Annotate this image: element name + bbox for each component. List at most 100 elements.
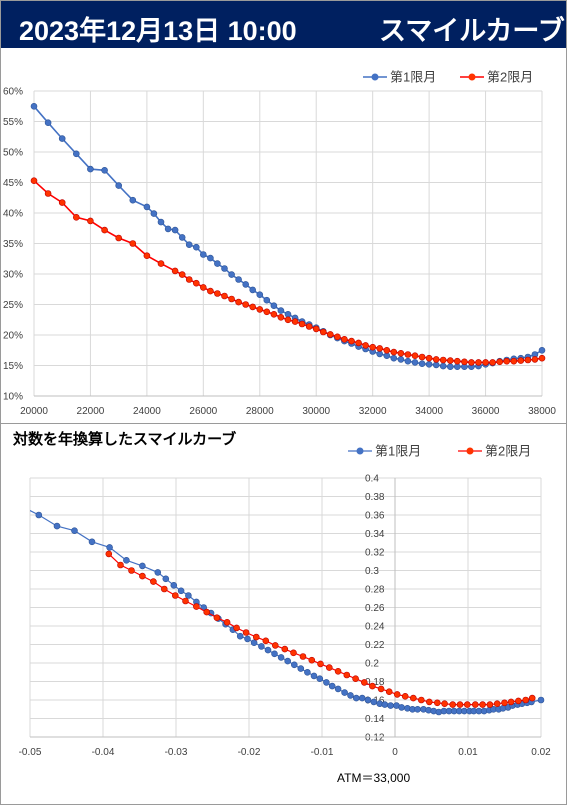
x-tick-label: 32000 xyxy=(359,406,387,417)
legend-label: 第1限月 xyxy=(390,70,436,85)
data-point xyxy=(352,675,359,682)
data-point xyxy=(439,356,447,364)
data-point xyxy=(53,522,61,530)
data-point xyxy=(418,353,426,361)
y-tick-label: 10% xyxy=(3,392,23,403)
data-point xyxy=(393,691,401,698)
page-title: スマイルカーブ xyxy=(379,16,565,46)
data-point xyxy=(249,303,256,311)
data-point xyxy=(115,234,122,242)
data-point xyxy=(538,354,546,362)
data-point xyxy=(214,260,221,267)
x-tick-label: 30000 xyxy=(302,406,330,417)
data-point xyxy=(178,271,186,278)
data-point xyxy=(312,325,320,333)
data-point xyxy=(105,550,113,558)
atm-annotation: ATM＝33,000 xyxy=(337,771,411,785)
data-point xyxy=(128,567,135,574)
data-point xyxy=(453,363,461,371)
data-point xyxy=(242,301,249,308)
data-point xyxy=(213,614,221,621)
x-tick-label: -0.04 xyxy=(92,747,115,758)
legend-label: 第2限月 xyxy=(487,70,533,85)
data-point xyxy=(383,346,391,354)
data-point xyxy=(185,276,193,283)
series-1 xyxy=(30,102,546,371)
data-point xyxy=(284,310,292,318)
data-point xyxy=(200,251,207,258)
data-point xyxy=(284,657,292,665)
legend-entry-1: 第1限月 xyxy=(363,70,436,85)
data-point xyxy=(256,306,264,313)
data-point xyxy=(390,348,398,356)
data-point xyxy=(164,225,172,233)
title-banner: 2023年12月13日 10:00 スマイルカーブ xyxy=(1,1,566,48)
panel-divider xyxy=(1,423,566,424)
y-tick-label: 0.3 xyxy=(365,566,379,577)
data-point xyxy=(409,694,417,702)
data-point xyxy=(264,646,272,654)
data-point xyxy=(334,333,341,341)
data-point xyxy=(304,669,311,676)
data-point xyxy=(449,701,457,708)
data-point xyxy=(397,356,405,363)
data-point xyxy=(507,698,515,706)
data-point xyxy=(150,210,158,217)
data-point xyxy=(171,267,179,275)
data-point xyxy=(376,345,384,352)
legend-marker xyxy=(356,447,364,455)
data-point xyxy=(143,203,151,211)
y-tick-label: 20% xyxy=(3,331,23,342)
data-point xyxy=(44,190,52,197)
data-point xyxy=(370,698,378,706)
data-point xyxy=(150,578,157,585)
data-point xyxy=(446,357,454,364)
y-tick-label: 0.18 xyxy=(365,677,385,688)
y-tick-label: 0.32 xyxy=(365,548,385,559)
x-tick-label: 0.02 xyxy=(531,747,551,758)
data-point xyxy=(528,694,536,702)
legend-marker xyxy=(371,73,379,81)
data-point xyxy=(123,557,130,564)
data-point xyxy=(537,696,545,704)
chart-strike-smile: 20000 22000 24000 26000 28000 30000 32000 34000… xyxy=(1,49,566,423)
data-point xyxy=(319,328,327,336)
data-point xyxy=(461,358,468,366)
data-point xyxy=(139,562,146,570)
data-point xyxy=(203,608,210,616)
series-2 xyxy=(30,177,546,366)
data-point xyxy=(334,685,342,693)
y-tick-label: 40% xyxy=(3,209,23,220)
date-label: 2023年12月13日 10:00 xyxy=(19,16,297,46)
data-point xyxy=(390,354,398,362)
y-tick-label: 55% xyxy=(3,117,23,128)
y-tick-label: 50% xyxy=(3,148,23,159)
data-point xyxy=(172,592,179,599)
y-tick-label: 0.38 xyxy=(365,492,385,503)
data-point xyxy=(489,359,496,366)
x-tick-label: -0.01 xyxy=(311,747,334,758)
data-point xyxy=(253,633,260,641)
data-point xyxy=(271,642,279,649)
chart-log-smile-svg: -0.05 -0.04 -0.03 -0.02 -0.01 0 0.01 0.02 0.12 0.… xyxy=(19,444,552,759)
data-point xyxy=(291,318,299,325)
y-tick-label: 25% xyxy=(3,300,23,311)
data-point xyxy=(425,698,433,706)
data-point xyxy=(297,665,305,672)
data-point xyxy=(35,511,43,519)
data-point xyxy=(468,359,475,366)
y-tick-label: 30% xyxy=(3,270,23,281)
data-point xyxy=(417,696,425,704)
data-point xyxy=(178,234,186,241)
data-point xyxy=(323,679,330,686)
data-point xyxy=(228,271,235,278)
data-point xyxy=(383,352,391,360)
data-point xyxy=(376,350,384,358)
data-point xyxy=(30,102,38,110)
data-point xyxy=(404,357,412,365)
data-point xyxy=(414,705,421,713)
data-point xyxy=(290,649,297,657)
data-point xyxy=(341,689,348,696)
data-point xyxy=(310,672,318,680)
data-point xyxy=(129,240,137,247)
